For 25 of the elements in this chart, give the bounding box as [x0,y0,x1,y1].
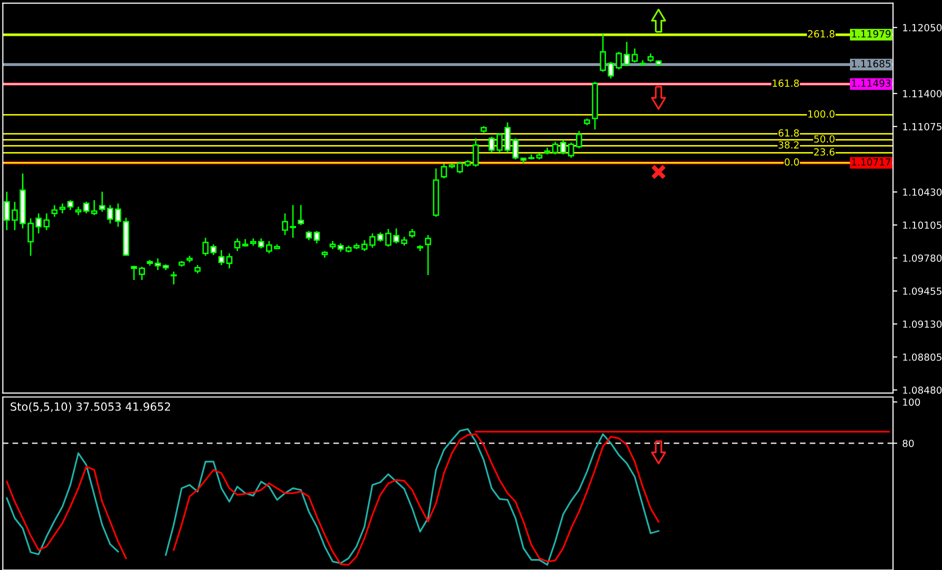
y-tick-label: 1.10105 [903,221,942,229]
y-tick-label: 100 [903,398,920,406]
y-tick-label: 1.10430 [903,188,942,196]
ref-line-label: 1.11493 [852,80,890,87]
annotation: 50.0 [814,135,835,143]
annotation: 261.8 [808,30,834,38]
annotation: 38.2 [778,141,799,149]
ref-line-label: 1.11685 [852,60,890,68]
y-tick-label: 1.08480 [903,386,942,394]
annotation: 0.0 [784,158,799,166]
y-tick-label: 1.12050 [903,24,942,32]
ref-line-label: 1.11979 [852,30,891,38]
annotation: 161.8 [772,80,799,87]
y-tick-label: 80 [902,440,914,448]
annotation: Sto(5,5,10) 37.5053 41.9652 [10,402,170,412]
ref-line-label: 1.10717 [852,158,890,166]
y-tick-label: 1.09455 [903,287,942,295]
y-tick-label: 1.08805 [903,353,942,361]
y-tick-label: 1.09130 [903,320,942,328]
y-tick-label: 1.11400 [903,90,942,98]
annotation: 61.8 [778,129,799,137]
y-tick-label: 1.11075 [903,122,942,130]
annotation: 100.0 [808,110,835,118]
y-tick-label: 1.09780 [903,254,942,262]
annotation: 23.6 [814,148,835,156]
